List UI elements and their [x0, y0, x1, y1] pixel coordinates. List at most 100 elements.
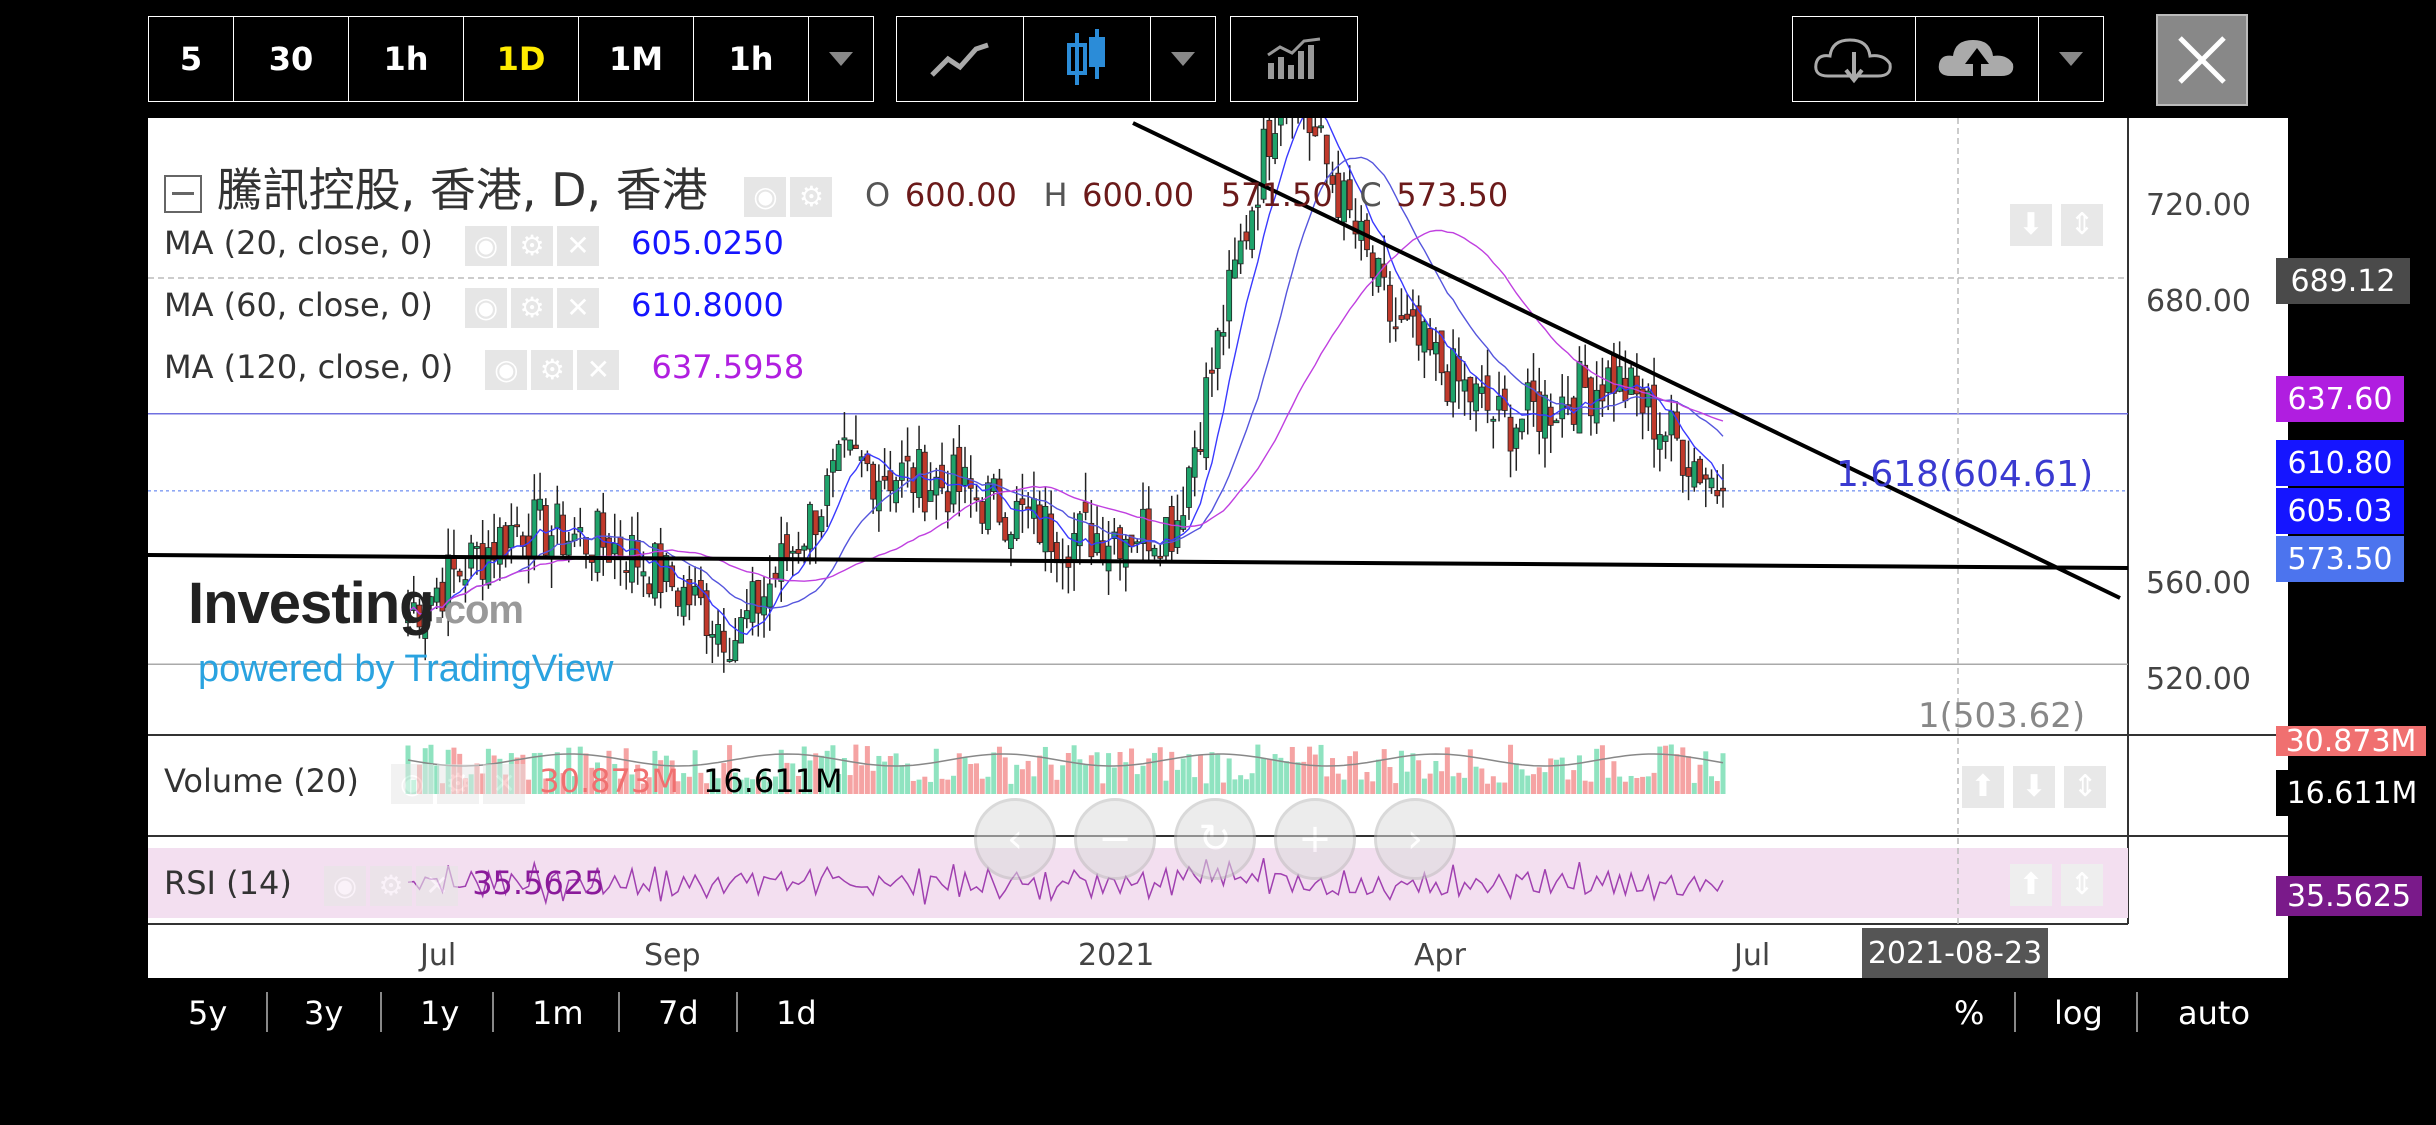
volume-bar	[1450, 776, 1456, 794]
volume-bar	[1622, 781, 1628, 794]
interval-5-button[interactable]: 5	[148, 16, 234, 102]
volume-bar	[1502, 782, 1508, 794]
candle-body	[1438, 330, 1445, 374]
volume-value-1: 30.873M	[539, 762, 679, 800]
candle-body	[686, 579, 693, 606]
candle-body	[1536, 391, 1543, 432]
range-3y-button[interactable]: 3y	[304, 994, 344, 1032]
range-5y-button[interactable]: 5y	[188, 994, 228, 1032]
candle-body	[1157, 555, 1164, 559]
candle-body	[1639, 388, 1646, 414]
candle-body	[456, 570, 463, 577]
volume-bar	[1169, 751, 1175, 794]
gear-icon[interactable]: ⚙	[370, 865, 413, 906]
cloud-download-button[interactable]	[1792, 16, 1916, 102]
investing-logo: Investing.com	[188, 570, 524, 637]
chart-type-dropdown-button[interactable]	[1150, 16, 1216, 102]
volume-bar	[1197, 755, 1203, 794]
candle-body	[514, 524, 521, 528]
cloud-dropdown-button[interactable]	[2038, 16, 2104, 102]
interval-30-button[interactable]: 30	[233, 16, 349, 102]
time-tick-2021: 2021	[1078, 938, 1155, 973]
remove-icon[interactable]: ✕	[416, 865, 459, 906]
candle-body	[1404, 313, 1411, 320]
remove-icon[interactable]: ✕	[557, 287, 599, 328]
interval-1d-button[interactable]: 1D	[463, 16, 579, 102]
indicators-button[interactable]	[1230, 16, 1358, 102]
remove-icon[interactable]: ✕	[557, 225, 599, 266]
maximize-icon[interactable]: ⇕	[2061, 204, 2104, 246]
remove-icon[interactable]: ✕	[483, 763, 526, 804]
zoom-out-button[interactable]: −	[1074, 798, 1156, 880]
candle-body	[1163, 517, 1169, 557]
volume-bar	[945, 779, 951, 794]
candle-body	[669, 565, 676, 588]
volume-bar	[1571, 770, 1577, 794]
range-1y-button[interactable]: 1y	[420, 994, 460, 1032]
eye-icon[interactable]: ◉	[391, 763, 434, 804]
candle-body	[1559, 396, 1566, 420]
candle-body	[606, 537, 612, 563]
remove-icon[interactable]: ✕	[577, 349, 620, 390]
candle-body	[1048, 513, 1055, 553]
reset-button[interactable]: ↻	[1174, 798, 1256, 880]
candlestick-chart-button[interactable]	[1023, 16, 1151, 102]
gear-icon[interactable]: ⚙	[511, 287, 553, 328]
volume-bar	[778, 749, 784, 794]
range-1d-button[interactable]: 1d	[776, 994, 817, 1032]
chart-type-toolbar	[896, 16, 1216, 104]
candle-body	[560, 514, 566, 556]
volume-bar	[704, 783, 710, 794]
line-chart-button[interactable]	[896, 16, 1024, 102]
interval-1h-button[interactable]: 1h	[348, 16, 464, 102]
cloud-upload-button[interactable]	[1915, 16, 2039, 102]
auto-toggle[interactable]: auto	[2178, 994, 2251, 1032]
candle-body	[1616, 366, 1623, 392]
range-7d-button[interactable]: 7d	[658, 994, 699, 1032]
maximize-icon[interactable]: ⇕	[2061, 864, 2104, 906]
close-button[interactable]	[2156, 14, 2248, 106]
candle-body	[1076, 513, 1083, 547]
scroll-left-button[interactable]: ‹	[974, 798, 1056, 880]
candle-body	[439, 581, 446, 612]
volume-bar	[1352, 751, 1358, 794]
candle-body	[1513, 427, 1520, 449]
gear-icon[interactable]: ⚙	[437, 763, 480, 804]
volume-bar	[767, 781, 773, 794]
eye-icon[interactable]: ◉	[465, 225, 507, 266]
range-1m-button[interactable]: 1m	[532, 994, 584, 1032]
volume-bar	[859, 765, 865, 794]
collapse-icon[interactable]	[164, 174, 202, 213]
eye-icon[interactable]: ◉	[465, 287, 507, 328]
candle-body	[853, 444, 859, 450]
scroll-right-button[interactable]: ›	[1374, 798, 1456, 880]
candle-body	[1008, 533, 1014, 549]
move-down-icon[interactable]: ⬇	[2013, 766, 2056, 808]
move-up-icon[interactable]: ⬆	[2010, 864, 2052, 906]
gear-icon[interactable]: ⚙	[531, 349, 574, 390]
candle-body	[1599, 384, 1606, 402]
interval-1h-alt-button[interactable]: 1h	[693, 16, 809, 102]
eye-icon[interactable]: ◉	[324, 865, 367, 906]
zoom-in-button[interactable]: +	[1274, 798, 1356, 880]
ma20-value: 605.0250	[631, 224, 784, 262]
volume-bar	[1289, 746, 1295, 794]
range-separator	[2014, 992, 2016, 1032]
gear-icon[interactable]: ⚙	[511, 225, 553, 266]
log-toggle[interactable]: log	[2054, 994, 2103, 1032]
chart-canvas[interactable]: Investing.com powered by TradingView 騰訊控…	[148, 118, 2428, 978]
percent-toggle[interactable]: %	[1954, 994, 1985, 1032]
ma20-label: MA (20, close, 0)	[164, 224, 433, 262]
eye-icon[interactable]: ◉	[485, 349, 528, 390]
interval-1m-button[interactable]: 1M	[578, 16, 694, 102]
interval-dropdown-button[interactable]	[808, 16, 874, 102]
move-down-icon[interactable]: ⬇	[2010, 204, 2052, 246]
gear-icon[interactable]: ⚙	[790, 177, 833, 217]
move-up-icon[interactable]: ⬆	[1962, 766, 2004, 808]
volume-bar	[434, 765, 440, 794]
eye-icon[interactable]: ◉	[744, 177, 787, 217]
ohlc-high: 600.00	[1082, 176, 1195, 214]
maximize-icon[interactable]: ⇕	[2064, 766, 2107, 808]
cloud-toolbar	[1792, 16, 2104, 104]
candle-body	[933, 476, 940, 496]
